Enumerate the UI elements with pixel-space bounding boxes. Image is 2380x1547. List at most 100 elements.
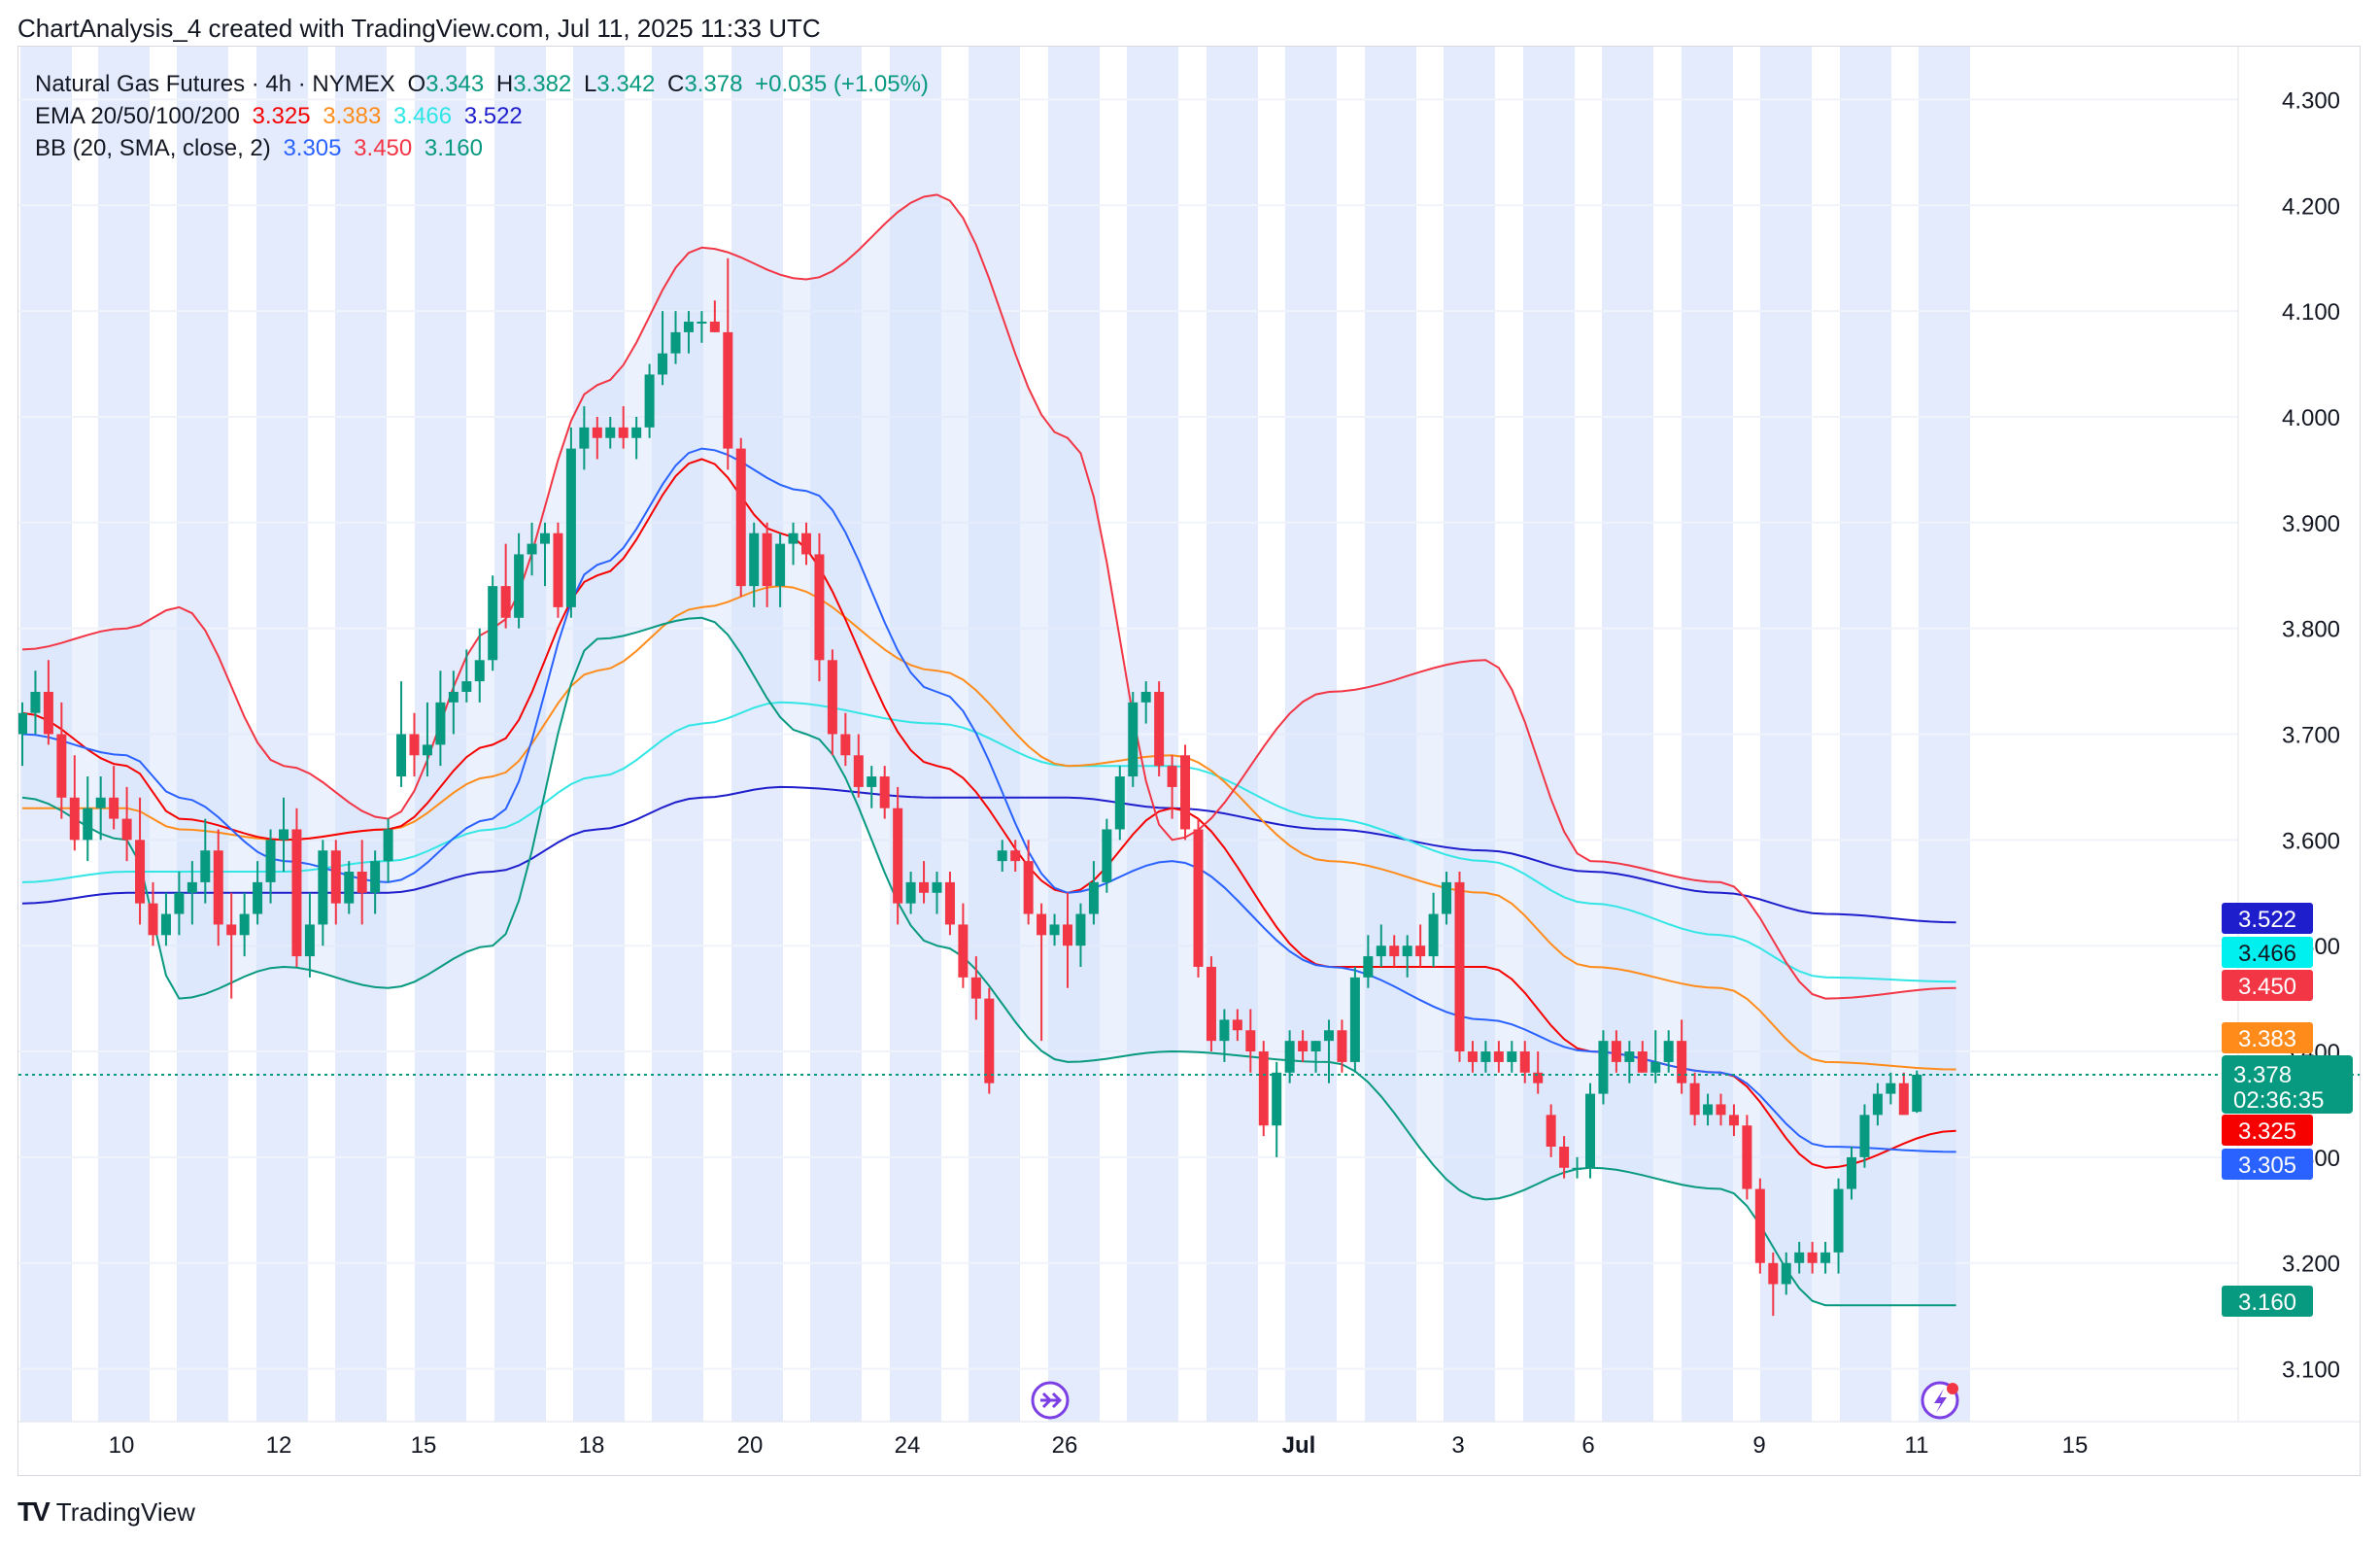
candle-3[interactable]: [56, 702, 67, 819]
candle-64[interactable]: [853, 734, 864, 798]
candle-59[interactable]: [788, 522, 799, 566]
candle-73[interactable]: [970, 956, 981, 1020]
candle-78[interactable]: [1037, 903, 1047, 1042]
candle-80[interactable]: [1063, 892, 1072, 988]
candle-135[interactable]: [1781, 1252, 1791, 1295]
candle-133[interactable]: [1754, 1178, 1765, 1274]
candle-41[interactable]: [553, 522, 563, 618]
candle-34[interactable]: [461, 649, 472, 703]
candle-15[interactable]: [213, 829, 223, 946]
candle-76[interactable]: [1010, 840, 1021, 872]
tradingview-logo[interactable]: TV TradingView: [17, 1496, 195, 1528]
candle-66[interactable]: [879, 766, 890, 819]
candle-106[interactable]: [1402, 935, 1412, 978]
candle-4[interactable]: [69, 755, 80, 851]
candle-143[interactable]: [1886, 1072, 1896, 1105]
candle-40[interactable]: [540, 522, 550, 587]
candle-129[interactable]: [1703, 1093, 1714, 1126]
candle-2[interactable]: [43, 660, 53, 745]
candle-37[interactable]: [500, 543, 511, 629]
replay-icon[interactable]: [1031, 1381, 1070, 1420]
candle-19[interactable]: [265, 829, 276, 904]
candle-13[interactable]: [187, 861, 197, 925]
candle-121[interactable]: [1598, 1030, 1609, 1105]
candle-35[interactable]: [474, 628, 485, 703]
candle-140[interactable]: [1847, 1147, 1856, 1200]
candle-45[interactable]: [605, 416, 616, 449]
candle-29[interactable]: [396, 681, 407, 787]
candle-14[interactable]: [200, 818, 211, 904]
candle-54[interactable]: [723, 258, 733, 470]
candle-99[interactable]: [1310, 1041, 1321, 1073]
candle-124[interactable]: [1637, 1041, 1648, 1073]
candle-107[interactable]: [1415, 924, 1426, 967]
candle-132[interactable]: [1742, 1115, 1752, 1200]
candle-145[interactable]: [1912, 1070, 1922, 1114]
symbol-name[interactable]: Natural Gas Futures · 4h · NYMEX: [35, 71, 395, 97]
candle-70[interactable]: [932, 872, 942, 914]
candle-118[interactable]: [1559, 1136, 1570, 1179]
candle-123[interactable]: [1624, 1041, 1635, 1083]
candle-43[interactable]: [579, 406, 590, 470]
candle-116[interactable]: [1533, 1051, 1544, 1094]
candle-87[interactable]: [1154, 681, 1165, 777]
candle-88[interactable]: [1167, 755, 1177, 819]
candle-28[interactable]: [383, 818, 393, 882]
candle-105[interactable]: [1389, 935, 1400, 967]
candle-31[interactable]: [422, 702, 432, 777]
candle-89[interactable]: [1180, 744, 1191, 841]
candle-137[interactable]: [1807, 1241, 1818, 1274]
candle-67[interactable]: [893, 786, 903, 925]
candle-52[interactable]: [697, 311, 707, 343]
candle-130[interactable]: [1716, 1093, 1726, 1126]
candle-44[interactable]: [592, 416, 602, 460]
candle-39[interactable]: [527, 522, 537, 576]
candle-108[interactable]: [1428, 892, 1439, 967]
candle-141[interactable]: [1859, 1104, 1870, 1168]
candle-46[interactable]: [618, 406, 629, 449]
candle-102[interactable]: [1349, 966, 1360, 1073]
candle-84[interactable]: [1114, 766, 1125, 841]
candle-110[interactable]: [1454, 872, 1465, 1062]
candle-144[interactable]: [1898, 1072, 1909, 1116]
candle-125[interactable]: [1650, 1030, 1661, 1083]
candle-100[interactable]: [1324, 1019, 1334, 1083]
candle-16[interactable]: [226, 892, 237, 999]
candle-74[interactable]: [984, 987, 995, 1094]
candle-120[interactable]: [1585, 1083, 1595, 1179]
candle-12[interactable]: [174, 872, 185, 936]
candle-92[interactable]: [1219, 1009, 1230, 1062]
candle-5[interactable]: [83, 776, 93, 862]
candle-128[interactable]: [1689, 1072, 1700, 1126]
candle-25[interactable]: [344, 861, 355, 914]
candle-98[interactable]: [1298, 1030, 1309, 1062]
candle-136[interactable]: [1794, 1241, 1805, 1274]
candle-101[interactable]: [1337, 1019, 1347, 1073]
candle-7[interactable]: [109, 766, 119, 830]
candle-68[interactable]: [905, 872, 916, 914]
candle-71[interactable]: [944, 872, 955, 936]
candle-11[interactable]: [160, 892, 171, 946]
candle-23[interactable]: [318, 840, 328, 946]
candle-61[interactable]: [814, 533, 825, 682]
candle-17[interactable]: [239, 892, 250, 957]
candle-138[interactable]: [1820, 1241, 1831, 1274]
candle-127[interactable]: [1677, 1019, 1687, 1094]
candle-48[interactable]: [644, 363, 655, 438]
candle-139[interactable]: [1833, 1178, 1844, 1274]
candle-57[interactable]: [762, 522, 772, 607]
candle-69[interactable]: [919, 861, 930, 904]
candle-93[interactable]: [1232, 1009, 1242, 1042]
candle-72[interactable]: [958, 903, 969, 988]
candle-56[interactable]: [749, 522, 760, 607]
candle-111[interactable]: [1467, 1041, 1478, 1073]
legend-ema-row[interactable]: EMA 20/50/100/200 3.325 3.383 3.466 3.52…: [35, 100, 935, 132]
candle-79[interactable]: [1049, 913, 1060, 946]
candle-32[interactable]: [435, 670, 446, 767]
candle-94[interactable]: [1245, 1009, 1256, 1073]
candle-20[interactable]: [279, 797, 289, 872]
candle-86[interactable]: [1140, 681, 1151, 724]
candle-0[interactable]: [17, 702, 27, 767]
legend-bb-row[interactable]: BB (20, SMA, close, 2) 3.305 3.450 3.160: [35, 132, 935, 164]
candle-114[interactable]: [1507, 1041, 1517, 1073]
